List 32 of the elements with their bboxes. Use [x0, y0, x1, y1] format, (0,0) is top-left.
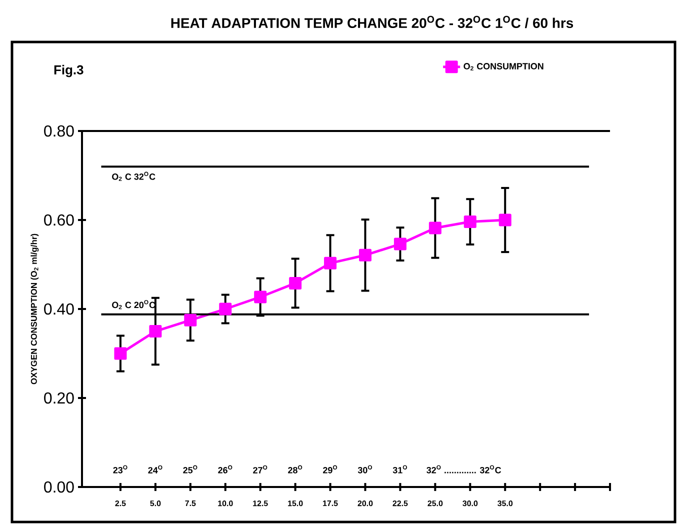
point [464, 216, 476, 228]
point [219, 302, 232, 316]
point [428, 222, 442, 234]
point [394, 238, 406, 250]
annotation: 24$^{O}$ [148, 465, 162, 474]
y-tick-label: 0.00 [44, 481, 74, 493]
point [324, 256, 337, 270]
point [289, 276, 302, 290]
annotation: 31$^{O}$ [392, 465, 408, 474]
annotation: 27$^{O}$ [253, 465, 268, 474]
point [114, 347, 127, 360]
point [498, 214, 512, 226]
annotation: 32$^{O}$ ............. 32$^{O}$C [426, 465, 502, 474]
y-tick-label: 0.40 [44, 303, 74, 315]
legend-label: O$_{2}$ CONSUMPTION [464, 63, 544, 70]
chart-title: HEAT ADAPTATION TEMP CHANGE 20$^{O}$C - 32$^{O}$C 1$^{O}$C / 60 hrs [171, 16, 574, 28]
point [254, 290, 267, 304]
y-tick-label: 0.20 [44, 392, 74, 404]
y-axis-title: OXYGEN CONSUMPTION (O$_{2}$ ml/g/hr) [30, 234, 39, 384]
caption: Fig.3 [54, 64, 84, 78]
annotation: 25$^{O}$ [183, 465, 198, 474]
point [184, 314, 197, 326]
y-tick-label: 0.80 [44, 125, 74, 137]
annotation: 26$^{O}$ [218, 465, 232, 474]
annotation: 30$^{O}$ [358, 465, 372, 474]
ref-line-label: O$_{2}$ C 32$^{O}$C [112, 172, 156, 181]
annotation: 29$^{O}$ [323, 465, 338, 474]
annotation: 23$^{O}$ [113, 465, 128, 474]
point [149, 325, 162, 338]
annotation: 28$^{O}$ [288, 465, 302, 474]
point [358, 248, 372, 262]
y-tick-label: 0.60 [44, 214, 74, 226]
